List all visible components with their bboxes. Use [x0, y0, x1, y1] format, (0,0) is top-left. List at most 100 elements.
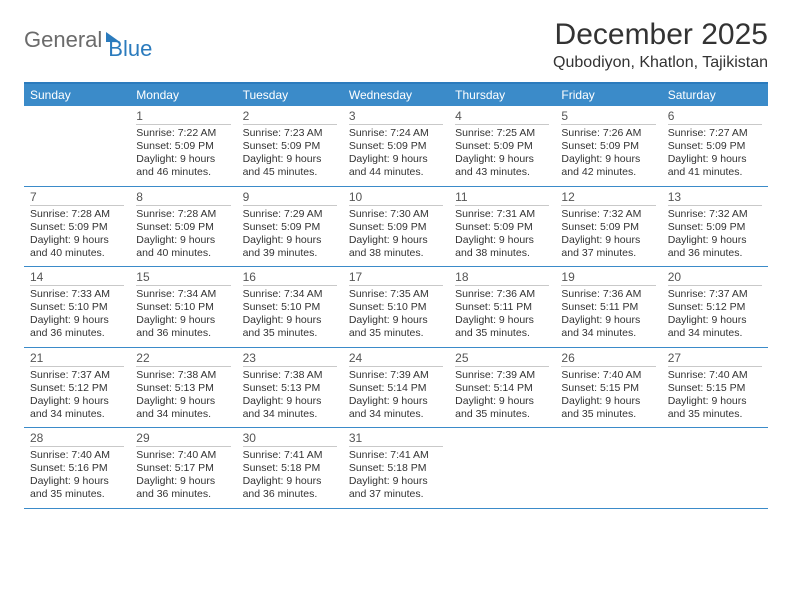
- day-cell: 11 Sunrise: 7:31 AMSunset: 5:09 PMDayligh…: [449, 187, 555, 267]
- day-cell: 29 Sunrise: 7:40 AMSunset: 5:17 PMDayligh…: [130, 428, 236, 508]
- day-cell: 17 Sunrise: 7:35 AMSunset: 5:10 PMDayligh…: [343, 267, 449, 347]
- week-row: 28 Sunrise: 7:40 AMSunset: 5:16 PMDayligh…: [24, 428, 768, 509]
- day-number: 17: [349, 270, 443, 286]
- day-info: Sunrise: 7:27 AMSunset: 5:09 PMDaylight:…: [668, 127, 762, 180]
- day-cell: 20 Sunrise: 7:37 AMSunset: 5:12 PMDayligh…: [662, 267, 768, 347]
- weeks-container: 1Sunrise: 7:22 AMSunset: 5:09 PMDaylight…: [24, 106, 768, 509]
- day-cell: 10 Sunrise: 7:30 AMSunset: 5:09 PMDayligh…: [343, 187, 449, 267]
- day-cell: 22Sunrise: 7:38 AMSunset: 5:13 PMDayligh…: [130, 348, 236, 428]
- day-info: Sunrise: 7:35 AMSunset: 5:10 PMDaylight:…: [349, 288, 443, 341]
- day-number: 31: [349, 431, 443, 447]
- day-info: Sunrise: 7:32 AMSunset: 5:09 PMDaylight:…: [668, 208, 762, 261]
- day-info: Sunrise: 7:30 AMSunset: 5:09 PMDaylight:…: [349, 208, 443, 261]
- logo-text-blue: Blue: [108, 36, 152, 62]
- day-info: Sunrise: 7:37 AMSunset: 5:12 PMDaylight:…: [30, 369, 124, 422]
- day-info: Sunrise: 7:28 AMSunset: 5:09 PMDaylight:…: [30, 208, 124, 261]
- day-info: Sunrise: 7:38 AMSunset: 5:13 PMDaylight:…: [136, 369, 230, 422]
- day-number: 24: [349, 351, 443, 367]
- day-cell: 25 Sunrise: 7:39 AMSunset: 5:14 PMDayligh…: [449, 348, 555, 428]
- day-info: Sunrise: 7:29 AMSunset: 5:09 PMDaylight:…: [243, 208, 337, 261]
- day-cell: 2Sunrise: 7:23 AMSunset: 5:09 PMDaylight…: [237, 106, 343, 186]
- day-info: Sunrise: 7:31 AMSunset: 5:09 PMDaylight:…: [455, 208, 549, 261]
- day-cell: 6 Sunrise: 7:27 AMSunset: 5:09 PMDaylight…: [662, 106, 768, 186]
- day-info: Sunrise: 7:38 AMSunset: 5:13 PMDaylight:…: [243, 369, 337, 422]
- day-cell: 9 Sunrise: 7:29 AMSunset: 5:09 PMDaylight…: [237, 187, 343, 267]
- day-info: Sunrise: 7:37 AMSunset: 5:12 PMDaylight:…: [668, 288, 762, 341]
- dow-row: Sunday Monday Tuesday Wednesday Thursday…: [24, 84, 768, 106]
- day-number: 20: [668, 270, 762, 286]
- day-number: 29: [136, 431, 230, 447]
- logo-text-general: General: [24, 27, 102, 53]
- dow-friday: Friday: [555, 84, 661, 106]
- day-number: 26: [561, 351, 655, 367]
- day-cell: 4Sunrise: 7:25 AMSunset: 5:09 PMDaylight…: [449, 106, 555, 186]
- day-info: Sunrise: 7:33 AMSunset: 5:10 PMDaylight:…: [30, 288, 124, 341]
- day-cell: 27Sunrise: 7:40 AMSunset: 5:15 PMDayligh…: [662, 348, 768, 428]
- day-cell: [449, 428, 555, 508]
- day-number: 23: [243, 351, 337, 367]
- day-number: 19: [561, 270, 655, 286]
- day-number: 15: [136, 270, 230, 286]
- day-cell: 31 Sunrise: 7:41 AMSunset: 5:18 PMDayligh…: [343, 428, 449, 508]
- header: General Blue December 2025 Qubodiyon, Kh…: [24, 18, 768, 72]
- day-cell: 12 Sunrise: 7:32 AMSunset: 5:09 PMDayligh…: [555, 187, 661, 267]
- day-info: Sunrise: 7:40 AMSunset: 5:16 PMDaylight:…: [30, 449, 124, 502]
- day-info: Sunrise: 7:23 AMSunset: 5:09 PMDaylight:…: [243, 127, 337, 180]
- day-cell: 16 Sunrise: 7:34 AMSunset: 5:10 PMDayligh…: [237, 267, 343, 347]
- day-cell: 30Sunrise: 7:41 AMSunset: 5:18 PMDayligh…: [237, 428, 343, 508]
- day-cell: 3 Sunrise: 7:24 AMSunset: 5:09 PMDaylight…: [343, 106, 449, 186]
- day-cell: [24, 106, 130, 186]
- day-cell: 26 Sunrise: 7:40 AMSunset: 5:15 PMDayligh…: [555, 348, 661, 428]
- day-number: 9: [243, 190, 337, 206]
- day-cell: 23 Sunrise: 7:38 AMSunset: 5:13 PMDayligh…: [237, 348, 343, 428]
- day-number: 28: [30, 431, 124, 447]
- week-row: 7 Sunrise: 7:28 AMSunset: 5:09 PMDaylight…: [24, 187, 768, 268]
- day-number: 8: [136, 190, 230, 206]
- day-number: 25: [455, 351, 549, 367]
- dow-tuesday: Tuesday: [237, 84, 343, 106]
- day-number: 6: [668, 109, 762, 125]
- day-info: Sunrise: 7:40 AMSunset: 5:15 PMDaylight:…: [561, 369, 655, 422]
- title-block: December 2025 Qubodiyon, Khatlon, Tajiki…: [553, 18, 768, 72]
- day-info: Sunrise: 7:28 AMSunset: 5:09 PMDaylight:…: [136, 208, 230, 261]
- day-info: Sunrise: 7:41 AMSunset: 5:18 PMDaylight:…: [349, 449, 443, 502]
- day-info: Sunrise: 7:39 AMSunset: 5:14 PMDaylight:…: [455, 369, 549, 422]
- day-cell: 8 Sunrise: 7:28 AMSunset: 5:09 PMDaylight…: [130, 187, 236, 267]
- day-info: Sunrise: 7:41 AMSunset: 5:18 PMDaylight:…: [243, 449, 337, 502]
- day-info: Sunrise: 7:36 AMSunset: 5:11 PMDaylight:…: [455, 288, 549, 341]
- day-info: Sunrise: 7:34 AMSunset: 5:10 PMDaylight:…: [136, 288, 230, 341]
- day-number: 18: [455, 270, 549, 286]
- dow-monday: Monday: [130, 84, 236, 106]
- month-title: December 2025: [553, 18, 768, 52]
- day-number: 7: [30, 190, 124, 206]
- day-number: 4: [455, 109, 549, 125]
- day-info: Sunrise: 7:34 AMSunset: 5:10 PMDaylight:…: [243, 288, 337, 341]
- day-number: 16: [243, 270, 337, 286]
- day-info: Sunrise: 7:22 AMSunset: 5:09 PMDaylight:…: [136, 127, 230, 180]
- day-number: 14: [30, 270, 124, 286]
- day-number: 21: [30, 351, 124, 367]
- day-number: 3: [349, 109, 443, 125]
- dow-sunday: Sunday: [24, 84, 130, 106]
- day-cell: 28 Sunrise: 7:40 AMSunset: 5:16 PMDayligh…: [24, 428, 130, 508]
- logo: General Blue: [24, 18, 152, 62]
- day-info: Sunrise: 7:32 AMSunset: 5:09 PMDaylight:…: [561, 208, 655, 261]
- day-info: Sunrise: 7:24 AMSunset: 5:09 PMDaylight:…: [349, 127, 443, 180]
- day-number: 12: [561, 190, 655, 206]
- day-number: 5: [561, 109, 655, 125]
- day-cell: 14 Sunrise: 7:33 AMSunset: 5:10 PMDayligh…: [24, 267, 130, 347]
- day-number: 10: [349, 190, 443, 206]
- day-cell: 21 Sunrise: 7:37 AMSunset: 5:12 PMDayligh…: [24, 348, 130, 428]
- day-cell: 13 Sunrise: 7:32 AMSunset: 5:09 PMDayligh…: [662, 187, 768, 267]
- day-cell: 1Sunrise: 7:22 AMSunset: 5:09 PMDaylight…: [130, 106, 236, 186]
- day-info: Sunrise: 7:40 AMSunset: 5:17 PMDaylight:…: [136, 449, 230, 502]
- calendar: Sunday Monday Tuesday Wednesday Thursday…: [24, 82, 768, 509]
- location: Qubodiyon, Khatlon, Tajikistan: [553, 54, 768, 72]
- day-cell: 18 Sunrise: 7:36 AMSunset: 5:11 PMDayligh…: [449, 267, 555, 347]
- day-info: Sunrise: 7:26 AMSunset: 5:09 PMDaylight:…: [561, 127, 655, 180]
- day-number: 11: [455, 190, 549, 206]
- day-cell: 15 Sunrise: 7:34 AMSunset: 5:10 PMDayligh…: [130, 267, 236, 347]
- week-row: 21 Sunrise: 7:37 AMSunset: 5:12 PMDayligh…: [24, 348, 768, 429]
- day-number: 13: [668, 190, 762, 206]
- day-cell: 24Sunrise: 7:39 AMSunset: 5:14 PMDayligh…: [343, 348, 449, 428]
